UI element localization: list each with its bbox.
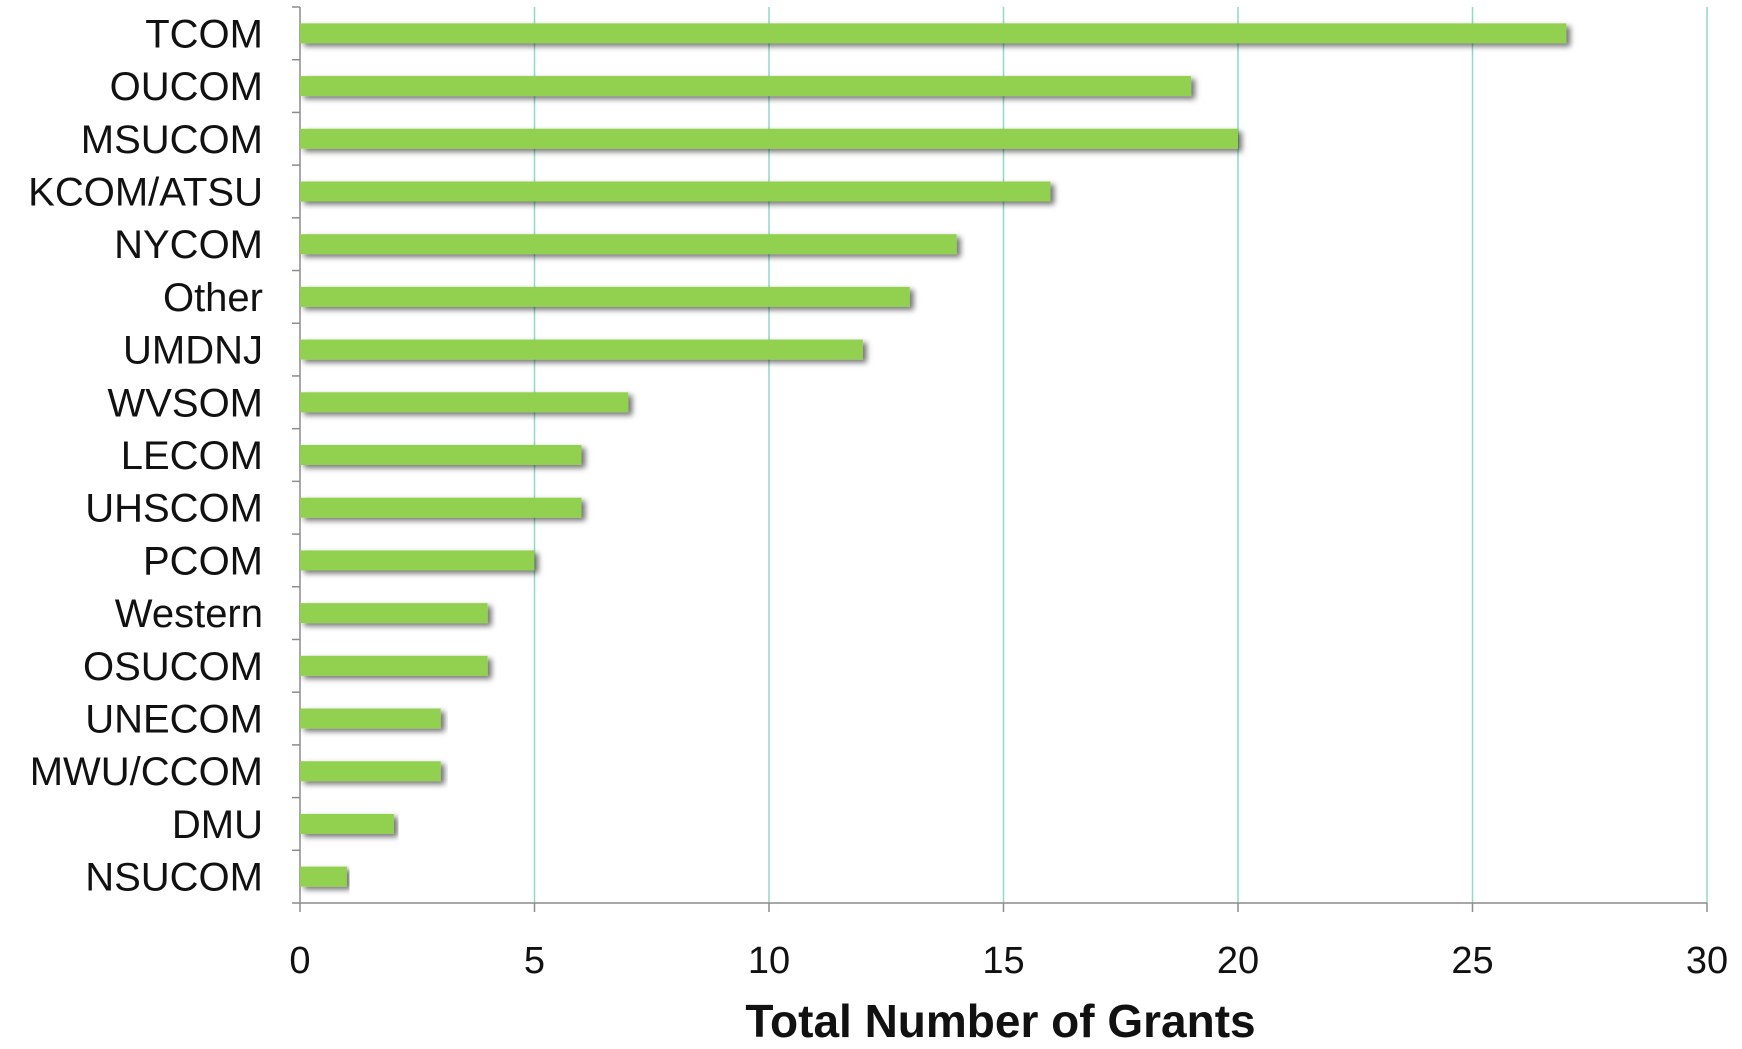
bar-dmu	[300, 813, 394, 834]
category-label-pcom: PCOM	[143, 539, 263, 583]
x-tick-label-30: 30	[1686, 940, 1728, 982]
category-label-kcom-atsu: KCOM/ATSU	[28, 170, 263, 214]
bar-unecom	[300, 708, 441, 729]
category-label-wvsom: WVSOM	[107, 381, 263, 425]
category-label-unecom: UNECOM	[85, 698, 263, 742]
category-label-uhscom: UHSCOM	[85, 487, 263, 531]
bar-kcom-atsu	[300, 181, 1051, 202]
bar-mwu-ccom	[300, 761, 441, 782]
category-label-western: Western	[115, 592, 263, 636]
x-tick-label-25: 25	[1451, 940, 1493, 982]
bar-other	[300, 286, 910, 307]
category-labels: TCOM OUCOM MSUCOM KCOM/ATSU NYCOM Other UMDNJ W…	[28, 12, 263, 899]
x-axis-title: Total Number of Grants	[745, 995, 1255, 1047]
x-tick-label-10: 10	[748, 940, 790, 982]
bar-western	[300, 603, 488, 624]
category-label-other: Other	[163, 276, 263, 320]
bars	[300, 23, 1567, 887]
category-label-mwu-ccom: MWU/CCOM	[30, 750, 263, 794]
x-tick-label-0: 0	[289, 940, 310, 982]
x-tick-label-20: 20	[1217, 940, 1259, 982]
category-label-nycom: NYCOM	[114, 223, 263, 267]
category-label-umdnj: UMDNJ	[123, 329, 263, 373]
category-label-tcom: TCOM	[145, 12, 263, 56]
bar-osucom	[300, 655, 488, 676]
bar-wvsom	[300, 392, 629, 413]
x-tick-label-15: 15	[982, 940, 1024, 982]
bar-msucom	[300, 128, 1238, 149]
bar-lecom	[300, 445, 582, 465]
category-label-osucom: OSUCOM	[83, 645, 263, 689]
bar-nsucom	[300, 866, 347, 887]
gridlines	[533, 7, 1708, 903]
category-label-lecom: LECOM	[121, 434, 263, 478]
bar-umdnj	[300, 339, 863, 360]
bar-tcom	[300, 23, 1567, 44]
bar-nycom	[300, 234, 957, 255]
category-label-dmu: DMU	[172, 803, 263, 847]
x-tick-label-5: 5	[524, 940, 545, 982]
category-label-msucom: MSUCOM	[81, 118, 263, 162]
bar-oucom	[300, 76, 1192, 97]
bar-pcom	[300, 550, 535, 571]
category-label-nsucom: NSUCOM	[85, 856, 263, 900]
x-tick-labels: 0 5 10 15 20 25 30	[289, 940, 1728, 982]
bar-uhscom	[300, 497, 582, 518]
category-label-oucom: OUCOM	[110, 65, 263, 109]
